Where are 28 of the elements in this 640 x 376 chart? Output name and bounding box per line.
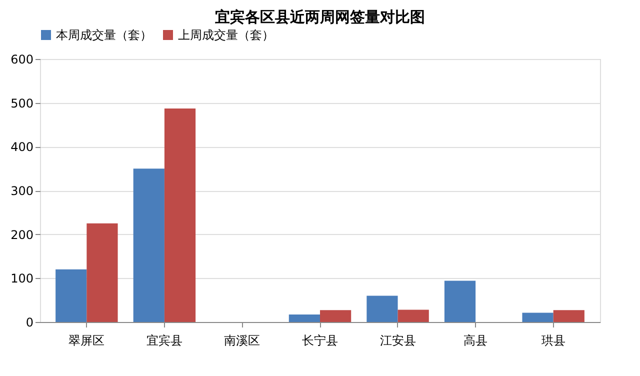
bar <box>164 108 196 322</box>
bar <box>288 314 320 322</box>
y-tick-label: 400 <box>10 140 34 154</box>
bar <box>522 312 554 322</box>
y-tick-label: 100 <box>10 272 34 286</box>
x-tick-label: 长宁县 <box>302 334 338 348</box>
x-tick-label: 珙县 <box>541 334 566 348</box>
y-tick-label: 0 <box>26 316 34 330</box>
x-tick-label: 高县 <box>464 334 488 348</box>
bar <box>56 269 87 322</box>
x-tick-label: 宜宾县 <box>146 334 182 348</box>
legend-label: 上周成交量（套） <box>178 28 274 42</box>
bar <box>320 310 352 322</box>
y-tick-label: 200 <box>10 228 34 242</box>
y-tick-label: 500 <box>10 96 34 110</box>
bar <box>133 168 164 322</box>
y-tick-label: 300 <box>10 184 34 198</box>
x-tick-label: 南溪区 <box>224 334 260 348</box>
bar <box>444 280 476 322</box>
bar <box>366 296 398 322</box>
x-tick-label: 翠屏区 <box>68 334 105 348</box>
bar <box>86 223 118 322</box>
bar <box>398 310 429 322</box>
legend-label: 本周成交量（套） <box>56 28 152 42</box>
bar <box>553 310 584 322</box>
chart-title: 宜宾各区县近两周网签量对比图 <box>215 8 425 26</box>
y-tick-label: 600 <box>10 52 34 66</box>
x-tick-label: 江安县 <box>380 334 416 348</box>
